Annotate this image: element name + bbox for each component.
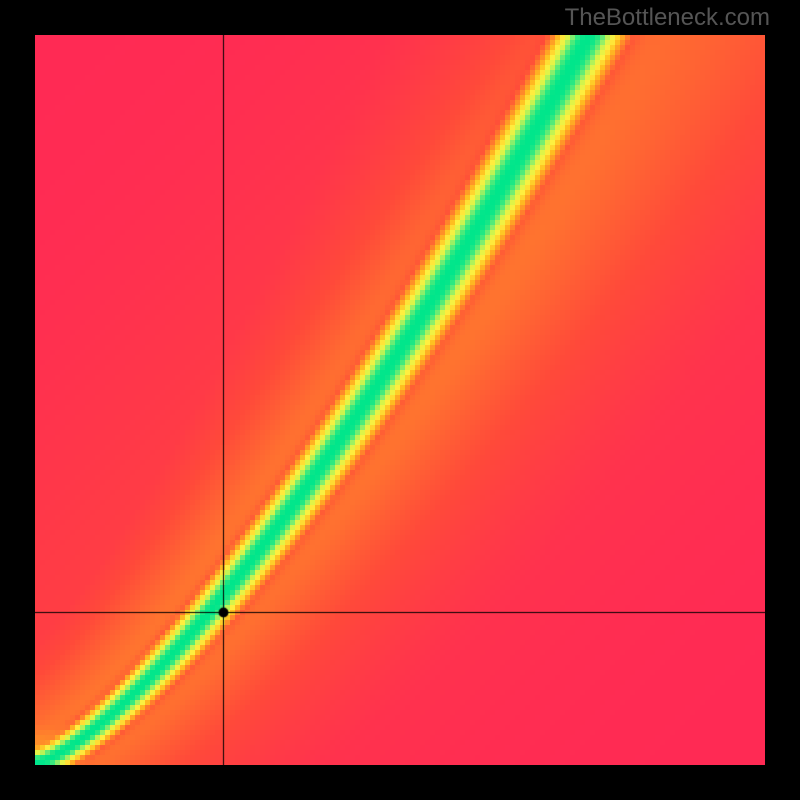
crosshair-overlay (35, 35, 765, 765)
watermark-text: TheBottleneck.com (565, 4, 770, 32)
